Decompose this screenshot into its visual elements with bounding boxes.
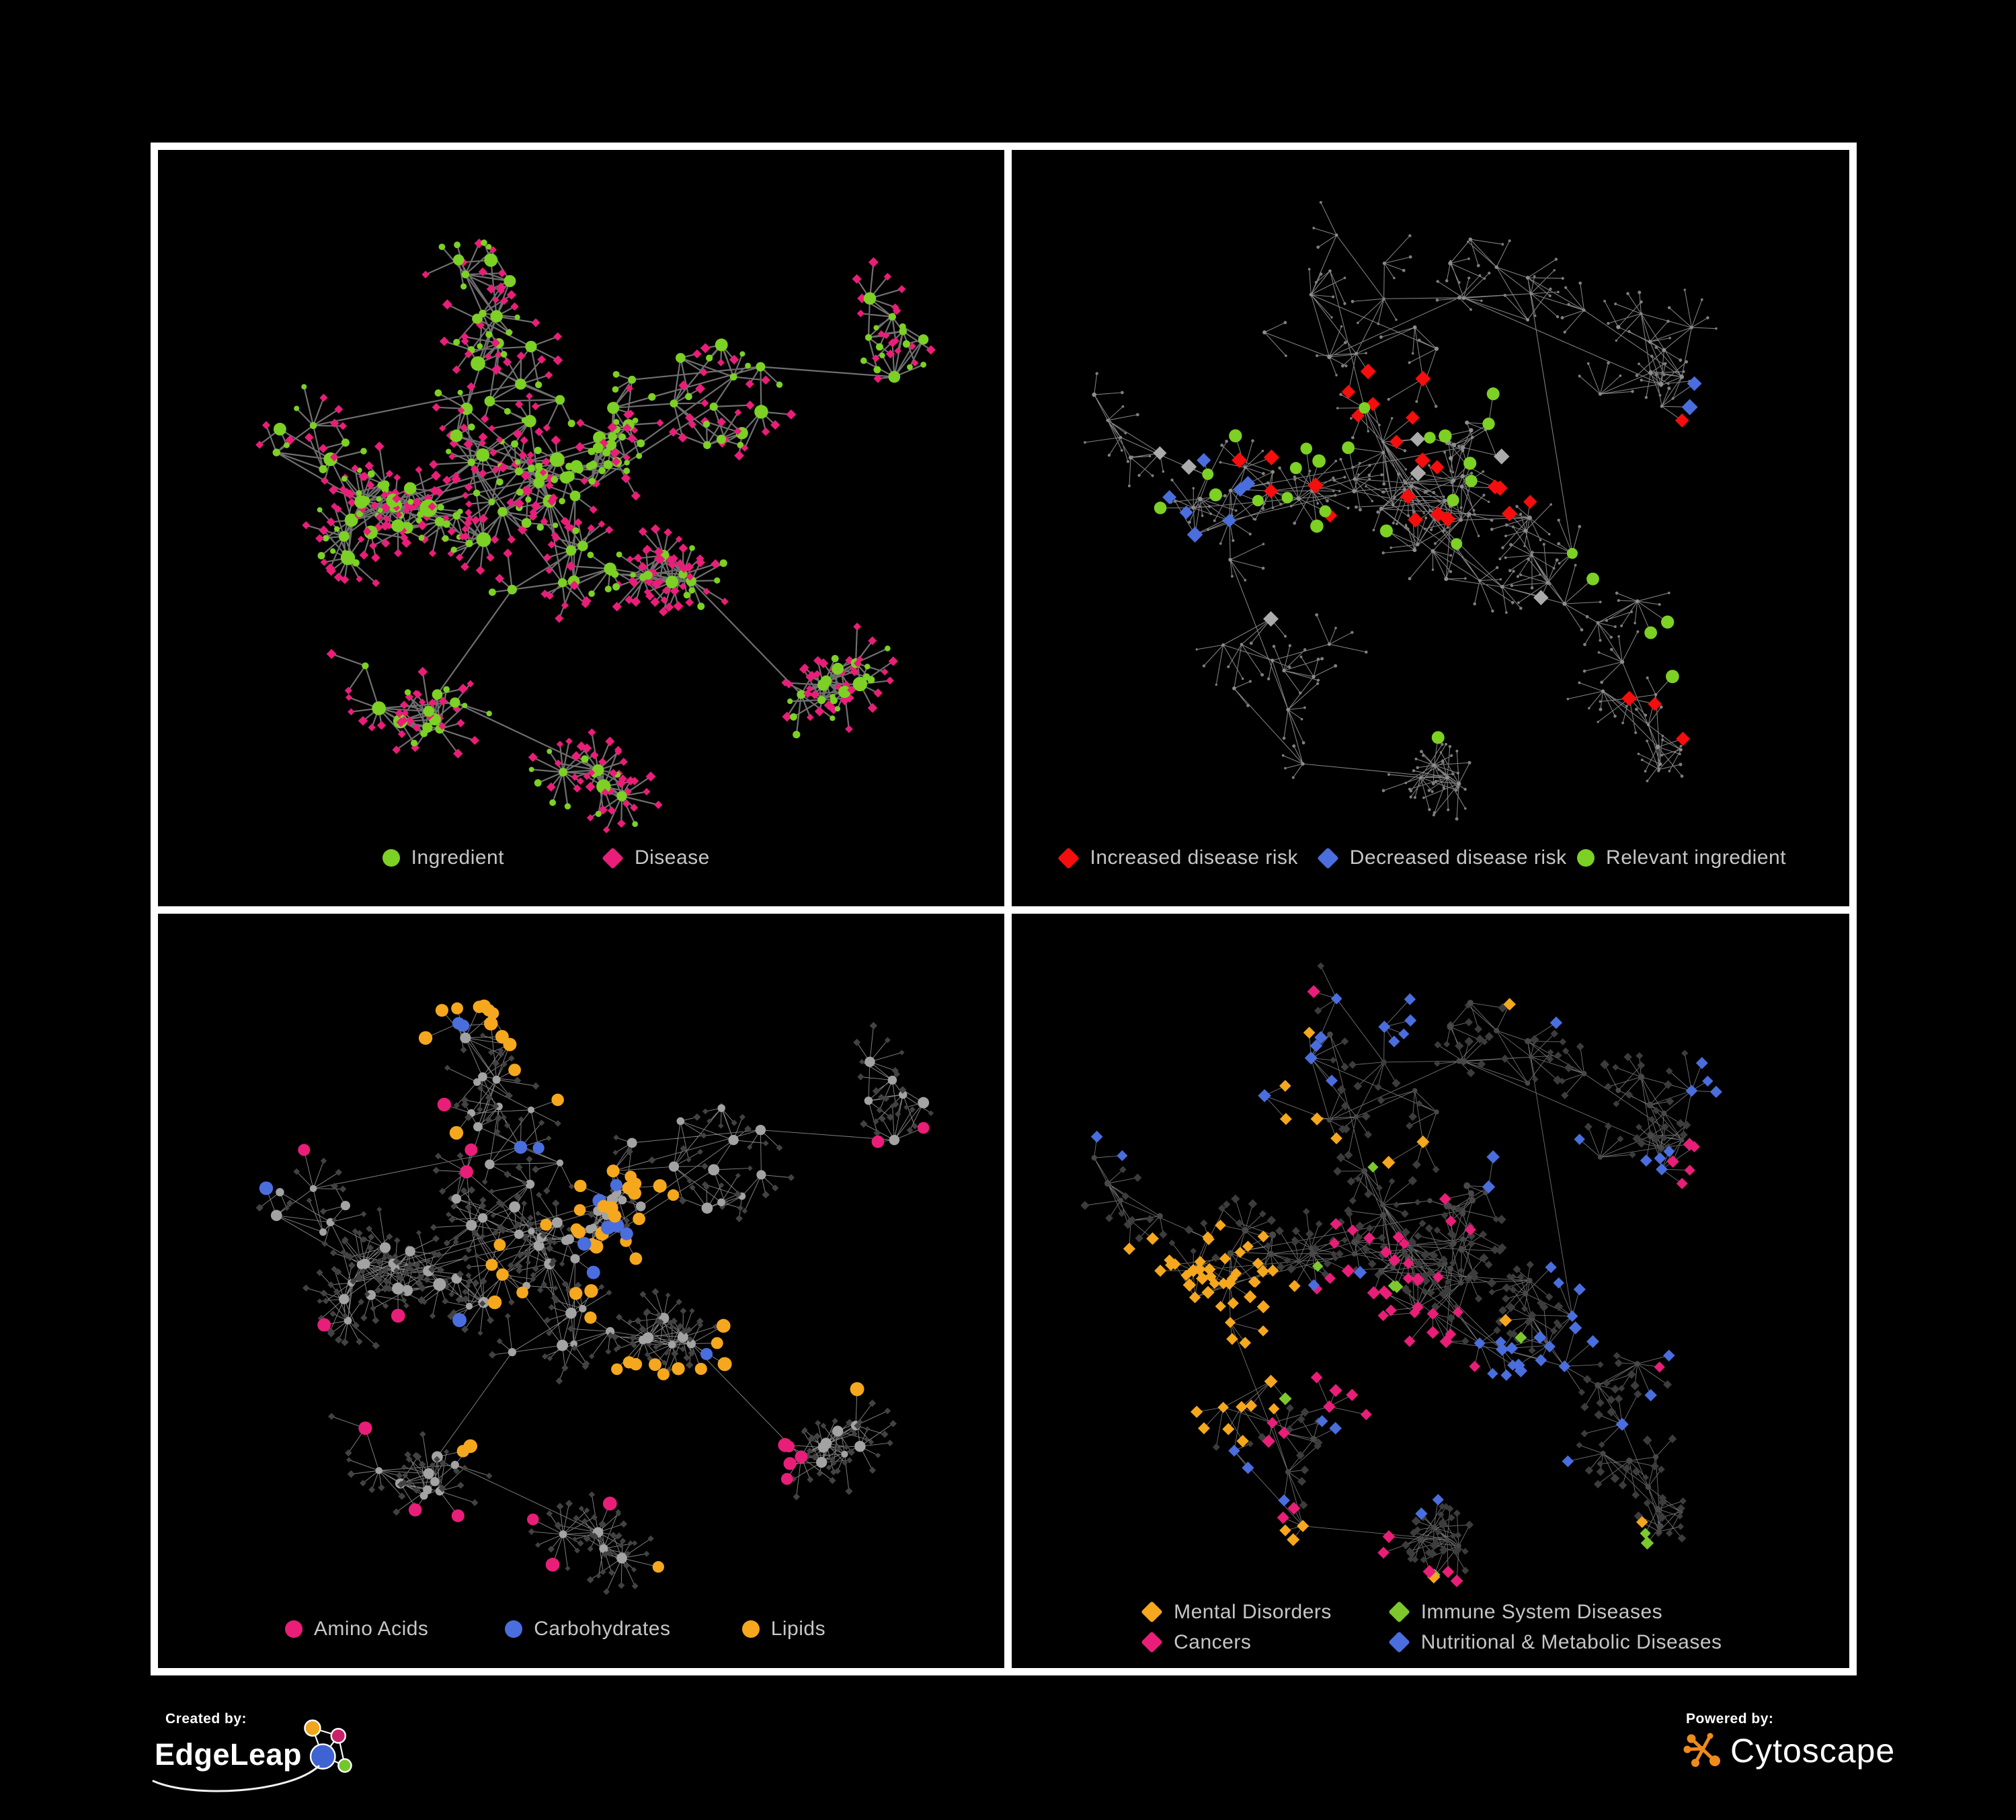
network-disease-categories xyxy=(1080,962,1722,1587)
network-disease-risk xyxy=(1084,200,1718,821)
panel-disease-risk: Increased disease risk Decreased disease … xyxy=(1012,150,1849,906)
panel-disease-categories: Mental Disorders Immune System Diseases Ca… xyxy=(1012,914,1849,1668)
network-ingredient-classes xyxy=(255,999,934,1595)
created-by-label: Created by: xyxy=(165,1711,247,1727)
edgeleap-wordmark: EdgeLeap xyxy=(155,1737,303,1772)
cytoscape-logo-icon xyxy=(1683,1733,1720,1767)
edgeleap-credit: Created by: EdgeLeap xyxy=(152,1711,357,1792)
edgeleap-swoosh xyxy=(152,1765,320,1792)
panel-grid: Ingredient Disease Increased disease risk… xyxy=(151,143,1857,1675)
network-ingredient-disease xyxy=(255,238,936,834)
panel-ingredient-disease: Ingredient Disease xyxy=(158,150,1004,906)
panel-ingredient-classes: Amino Acids Carbohydrates Lipids xyxy=(158,914,1004,1668)
cytoscape-wordmark: Cytoscape xyxy=(1730,1732,1896,1770)
powered-by-label: Powered by: xyxy=(1686,1711,1774,1727)
edgeleap-logo-icon xyxy=(304,1719,352,1773)
cytoscape-credit: Powered by: Cytoscape xyxy=(1683,1711,1895,1772)
